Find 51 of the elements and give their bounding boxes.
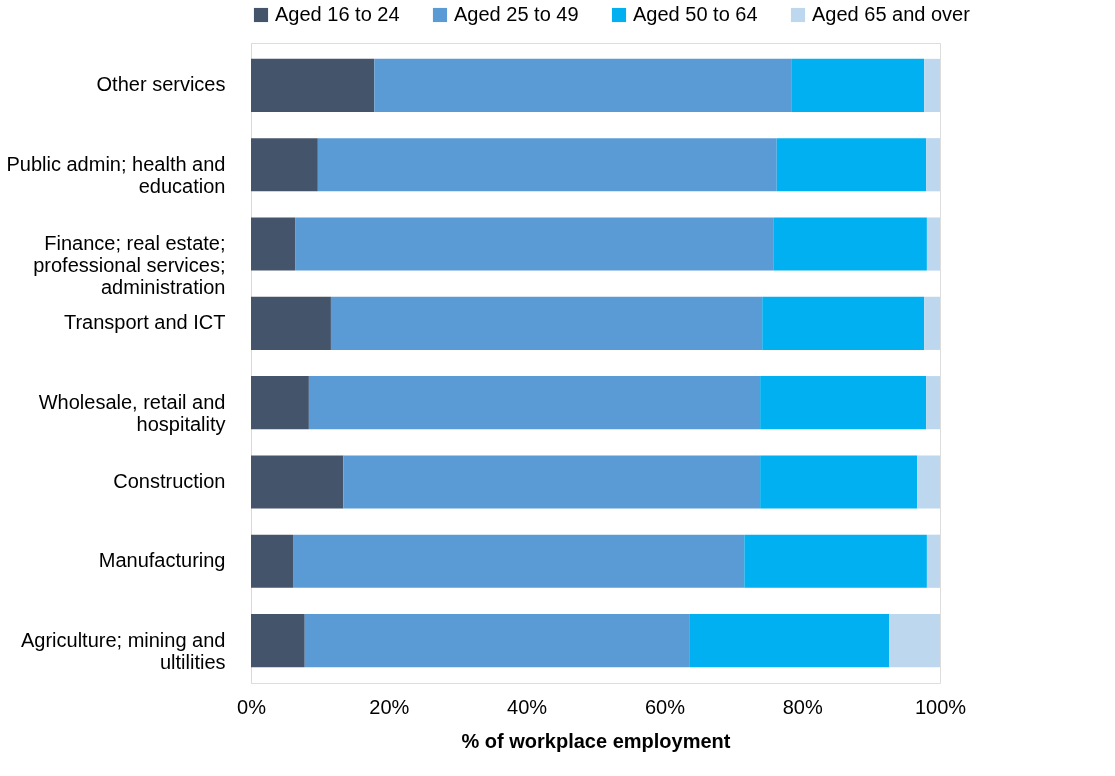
bar [251, 614, 305, 668]
bar [251, 376, 309, 430]
bar [926, 534, 940, 588]
y-tick-label: Manufacturing [98, 549, 226, 572]
y-tick-label: Finance; real estate; professional services; administration [33, 232, 226, 299]
legend-label: Aged 50 to 64 [633, 3, 758, 25]
bar [776, 138, 927, 192]
bar [251, 296, 331, 350]
bar [762, 296, 925, 350]
bar [924, 58, 940, 112]
bar [889, 614, 940, 668]
y-tick-label: Public admin; health and education [6, 152, 226, 197]
x-tick-label: 60% [644, 695, 686, 718]
bar [251, 138, 318, 192]
x-tick-label: 20% [369, 695, 410, 718]
bar [251, 534, 294, 588]
bar [295, 217, 774, 271]
bar [293, 534, 745, 588]
bar [917, 455, 940, 509]
bar [374, 58, 792, 112]
bar [343, 455, 761, 509]
bar [926, 217, 940, 271]
x-tick-label: 0% [237, 695, 267, 718]
y-tick-label: Agriculture; mining and ultilities [20, 628, 226, 673]
bar [304, 614, 690, 668]
legend-label: Aged 16 to 24 [275, 3, 400, 25]
legend-label: Aged 25 to 49 [454, 3, 579, 25]
bar [251, 58, 375, 112]
x-tick-label: 80% [782, 695, 823, 718]
bar [773, 217, 927, 271]
bar [760, 376, 927, 430]
legend-label: Aged 65 and over [812, 3, 971, 25]
bar [760, 455, 918, 509]
bar [317, 138, 777, 192]
bar [251, 217, 296, 271]
bar [251, 455, 344, 509]
bar [926, 138, 940, 192]
y-tick-label: Other services [96, 73, 226, 96]
bar [744, 534, 927, 588]
y-tick-label: Construction [113, 469, 226, 492]
x-tick-label: 100% [914, 695, 967, 718]
bar [308, 376, 761, 430]
y-tick-label: Wholesale, retail and hospitality [38, 390, 226, 435]
bar [330, 296, 763, 350]
x-tick-label: 40% [507, 695, 548, 718]
bar [924, 296, 940, 350]
bar [926, 376, 940, 430]
x-axis-title: % of workplace employment [461, 729, 731, 752]
bar [689, 614, 890, 668]
bar [791, 58, 925, 112]
y-tick-label: Transport and ICT [63, 311, 226, 334]
